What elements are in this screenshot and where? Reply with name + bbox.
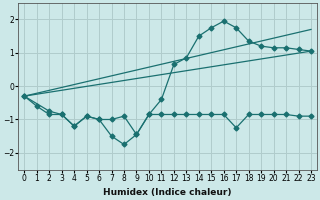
X-axis label: Humidex (Indice chaleur): Humidex (Indice chaleur) <box>103 188 232 197</box>
